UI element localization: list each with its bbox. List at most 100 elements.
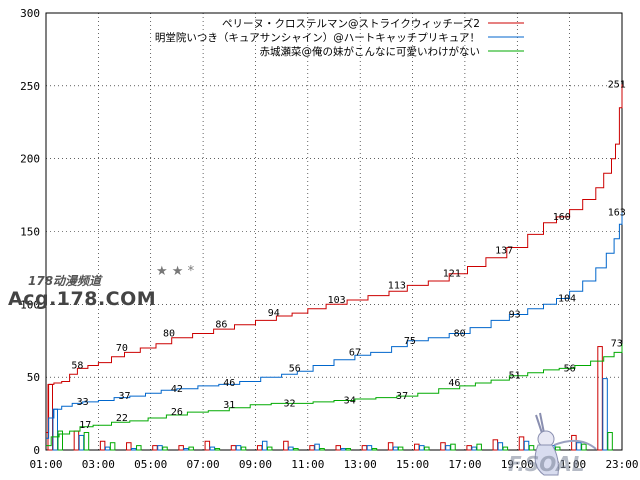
series-lines xyxy=(46,84,623,447)
hourly-bar-green xyxy=(345,448,351,451)
data-label: 37 xyxy=(119,391,131,402)
hourly-bar-blue xyxy=(602,378,608,451)
site-watermark: 178动漫频道 ★ ★ * Acg.178.COM xyxy=(6,262,196,322)
series-line-2 xyxy=(46,343,623,447)
legend-entry-0: ペリーヌ・クロステルマン@ストライクウィッチーズ2 xyxy=(222,17,480,30)
x-tick-label: 11:00 xyxy=(291,458,324,471)
hourly-bar-red xyxy=(283,440,289,451)
data-label: 56 xyxy=(564,363,576,374)
data-label: 32 xyxy=(283,398,295,409)
hourly-bar-blue xyxy=(209,446,216,451)
data-label: 17 xyxy=(79,420,91,431)
hourly-bar-green xyxy=(240,446,247,451)
hourly-bar-red xyxy=(230,445,237,451)
data-label: 160 xyxy=(553,212,571,223)
hourly-bar-green xyxy=(397,446,404,451)
hourly-bar-red xyxy=(440,442,446,451)
hourly-bar-green xyxy=(581,443,587,451)
watermark-line1: 178动漫频道 xyxy=(28,274,102,288)
data-label: 51 xyxy=(509,371,521,382)
data-label: 86 xyxy=(215,320,227,331)
series-line-1 xyxy=(46,212,623,439)
data-label: 94 xyxy=(268,308,280,319)
data-label: 121 xyxy=(443,269,461,280)
hourly-bar-blue xyxy=(314,443,320,451)
data-label: 42 xyxy=(171,384,183,395)
y-tick-label: 0 xyxy=(33,444,40,457)
hourly-bar-green xyxy=(476,443,482,451)
data-label: 34 xyxy=(344,395,356,406)
x-tick-label: 19:00 xyxy=(501,458,534,471)
data-label: 75 xyxy=(404,336,416,347)
x-tick-label: 13:00 xyxy=(344,458,377,471)
data-label: 93 xyxy=(509,310,521,321)
legend-entry-1: 明堂院いつき（キュアサンシャイン）@ハートキャッチプリキュア！ xyxy=(155,31,480,44)
hourly-bar-blue xyxy=(104,446,111,451)
x-tick-label: 23:00 xyxy=(605,458,638,471)
x-tick-label: 05:00 xyxy=(134,458,167,471)
watermark-stars-icon: ★ ★ * xyxy=(156,264,195,279)
data-label: 251 xyxy=(608,79,626,90)
x-tick-label: 03:00 xyxy=(82,458,115,471)
hourly-bar-red xyxy=(335,445,341,451)
hourly-bar-green xyxy=(109,442,116,451)
hourly-bar-red xyxy=(256,445,263,451)
hourly-bar-blue xyxy=(497,442,504,451)
hourly-bar-green xyxy=(266,446,273,451)
data-label: 22 xyxy=(116,413,128,424)
hourly-bar-red xyxy=(204,440,211,451)
hourly-bar-red xyxy=(414,443,420,451)
y-tick-label: 200 xyxy=(20,153,40,166)
corner-logo-text: F.SOAL xyxy=(508,452,585,476)
hourly-bar-green xyxy=(607,432,613,451)
x-tick-label: 07:00 xyxy=(187,458,220,471)
legend: ペリーヌ・クロステルマン@ストライクウィッチーズ2明堂院いつき（キュアサンシャイ… xyxy=(155,17,524,58)
x-tick-label: 17:00 xyxy=(448,458,481,471)
data-label: 70 xyxy=(116,343,128,354)
data-label: 46 xyxy=(448,378,460,389)
hourly-bar-red xyxy=(73,430,80,451)
hourly-bar-green xyxy=(83,432,90,451)
hourly-bar-green xyxy=(371,448,378,451)
hourly-bar-red xyxy=(99,440,106,451)
hourly-bar-green xyxy=(528,445,535,451)
mascot-figure-icon xyxy=(534,412,597,476)
hourly-bar-blue xyxy=(419,445,425,451)
data-label: 104 xyxy=(558,294,576,305)
y-tick-label: 100 xyxy=(20,298,40,311)
hourly-bar-red xyxy=(309,445,315,451)
y-tick-label: 250 xyxy=(20,80,40,93)
y-tick-label: 150 xyxy=(20,226,40,239)
data-label: 31 xyxy=(223,400,235,411)
data-label: 26 xyxy=(171,407,183,418)
hourly-bar-green xyxy=(188,446,194,451)
hourly-bar-blue xyxy=(288,446,294,451)
hourly-bar-blue xyxy=(235,445,242,451)
data-label: 33 xyxy=(77,397,89,408)
x-tick-label: 15:00 xyxy=(396,458,429,471)
data-label: 37 xyxy=(396,391,408,402)
data-label: 163 xyxy=(608,208,626,219)
hourly-bar-green xyxy=(424,446,430,451)
hourly-bar-red xyxy=(178,445,184,451)
data-label: 137 xyxy=(495,245,513,256)
hourly-bar-blue xyxy=(366,445,373,451)
data-label: 80 xyxy=(163,328,175,339)
hourly-bar-red xyxy=(492,439,499,451)
series-line-0 xyxy=(46,84,623,433)
hourly-bar-blue xyxy=(340,448,346,451)
data-label: 73 xyxy=(611,339,623,350)
data-label: 67 xyxy=(349,347,361,358)
data-label: 113 xyxy=(388,280,406,291)
hourly-bar-green xyxy=(162,446,168,451)
hourly-bar-red xyxy=(126,442,132,451)
data-label: 58 xyxy=(71,361,83,372)
y-tick-label: 50 xyxy=(27,371,40,384)
x-tick-label: 09:00 xyxy=(239,458,272,471)
grid xyxy=(46,13,622,450)
data-label: 56 xyxy=(289,363,301,374)
hourly-bar-red xyxy=(466,445,472,451)
hourly-bar-green xyxy=(502,446,509,451)
hourly-bar-green xyxy=(293,448,299,451)
